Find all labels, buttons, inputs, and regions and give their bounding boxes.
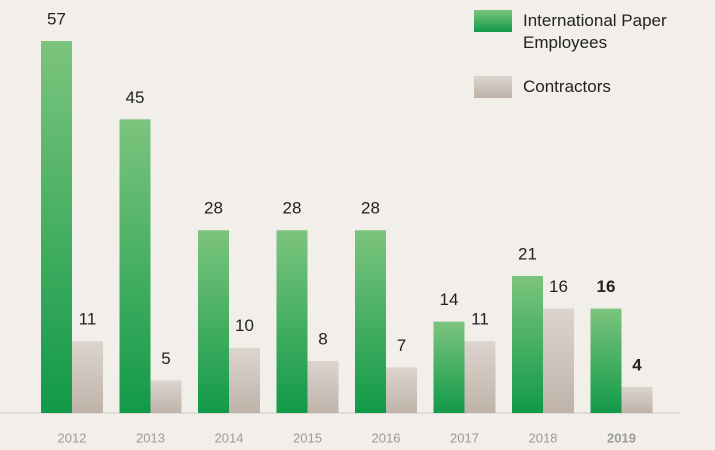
value-label: 8 [318,329,327,348]
x-tick-label: 2014 [215,430,244,445]
x-tick-label: 2016 [372,430,401,445]
bar [590,308,622,413]
value-label: 57 [47,9,66,28]
bar [307,360,339,413]
legend: International Paper Employees Contractors [474,10,714,120]
bar [433,321,465,413]
value-label: 5 [161,349,170,368]
value-label: 11 [471,310,489,329]
x-tick-label: 2012 [58,430,87,445]
value-label: 28 [204,199,223,218]
bar [386,367,417,413]
x-tick-label: 2013 [136,430,165,445]
x-tick-label: 2015 [293,430,322,445]
legend-swatch [474,76,512,98]
bar [276,230,308,413]
value-label: 28 [283,199,302,218]
value-label: 7 [397,336,406,355]
bar [621,386,653,413]
value-label: 28 [361,199,380,218]
value-label: 16 [549,277,568,296]
value-label: 10 [235,316,254,335]
bar [464,341,496,413]
legend-label: Contractors [523,77,611,96]
x-tick-label: 2017 [450,430,479,445]
x-tick-label: 2018 [529,430,558,445]
value-label: 11 [79,310,97,329]
bar [41,41,72,413]
value-label: 21 [518,244,537,263]
legend-item: International Paper Employees [474,10,714,54]
x-tick-label: 2019 [607,430,636,445]
bar [229,347,260,413]
legend-label: International Paper Employees [523,11,667,52]
value-label: 45 [126,88,145,107]
bar [198,230,229,413]
bar [119,119,151,413]
value-label: 4 [632,355,642,374]
bar [150,380,182,413]
legend-swatch [474,10,512,32]
bar [543,308,574,413]
bar [72,341,103,413]
bar [512,275,543,413]
value-label: 16 [597,277,616,296]
value-label: 14 [440,290,459,309]
bar [355,230,386,413]
legend-item: Contractors [474,76,714,98]
